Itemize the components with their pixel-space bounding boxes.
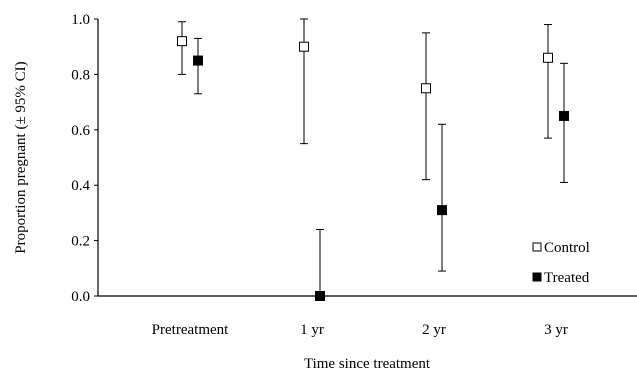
legend-marker-treated [532,272,542,282]
y-tick-label: 0.0 [71,289,90,305]
series-layer [177,18,569,301]
legend: Control Treated [532,240,590,286]
data-point [437,205,447,216]
legend-entry-control: Control [532,240,590,256]
data-point [559,110,569,121]
y-tick-label: 0.6 [71,123,90,139]
y-tick-label: 0.4 [71,178,90,194]
y-axis-title: Proportion pregnant (± 95% CI) [13,61,29,253]
legend-entry-treated: Treated [532,270,590,286]
y-tick-label: 1.0 [71,12,90,28]
series-control [177,18,553,181]
data-point [315,291,325,301]
data-point [421,83,431,94]
y-tick-label: 0.2 [71,234,90,250]
data-point [299,41,309,52]
data-point [543,52,553,63]
data-point [193,55,203,66]
legend-label-control: Control [544,240,590,256]
legend-marker-control [532,242,542,252]
series-treated [193,37,569,301]
x-tick-label: Pretreatment [152,322,229,338]
x-tick-label: 1 yr [300,322,324,338]
data-point [177,36,187,47]
y-ticks: 0.0 0.2 0.4 0.6 0.8 1.0 [71,12,98,305]
x-tick-label: 3 yr [544,322,568,338]
x-axis-title: Time since treatment [304,356,431,372]
x-tick-label: 2 yr [422,322,446,338]
legend-label-treated: Treated [544,270,590,286]
x-ticks: Pretreatment 1 yr 2 yr 3 yr [152,322,568,338]
y-tick-label: 0.8 [71,67,90,83]
axes [97,19,637,297]
